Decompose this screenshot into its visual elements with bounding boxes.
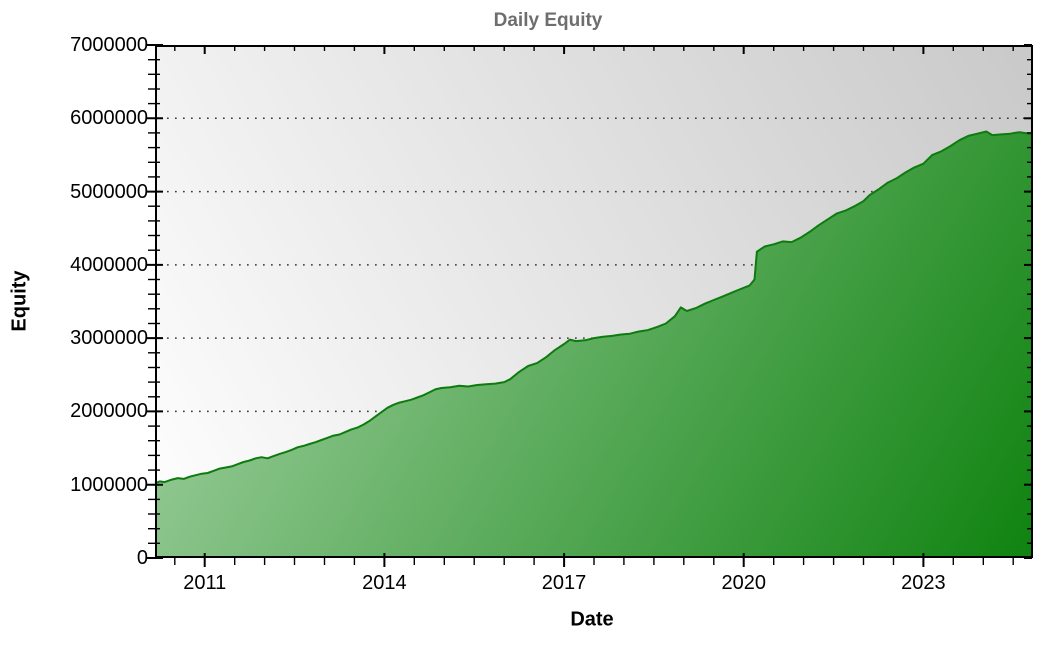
x-tick-label: 2023 — [901, 572, 946, 594]
chart-title: Daily Equity — [493, 10, 603, 31]
y-tick-label: 4000000 — [70, 253, 148, 276]
x-tick-label: 2014 — [362, 572, 407, 594]
x-tick-label: 2017 — [541, 572, 587, 594]
equity-line — [154, 130, 1032, 485]
y-tick-label: 7000000 — [70, 34, 148, 56]
equity-area — [155, 131, 1032, 557]
x-tick-label: 2011 — [183, 572, 227, 594]
x-axis-title: Date — [570, 608, 614, 631]
y-tick-label: 5000000 — [70, 180, 148, 203]
y-tick-label: 3000000 — [70, 327, 148, 350]
x-tick-label: 2020 — [721, 572, 766, 594]
y-axis-title: Equity — [8, 270, 31, 332]
y-tick-label: 2000000 — [70, 400, 148, 423]
y-tick-label: 1000000 — [70, 473, 148, 496]
y-tick-label: 0 — [136, 547, 148, 569]
y-tick-label: 6000000 — [70, 107, 148, 130]
